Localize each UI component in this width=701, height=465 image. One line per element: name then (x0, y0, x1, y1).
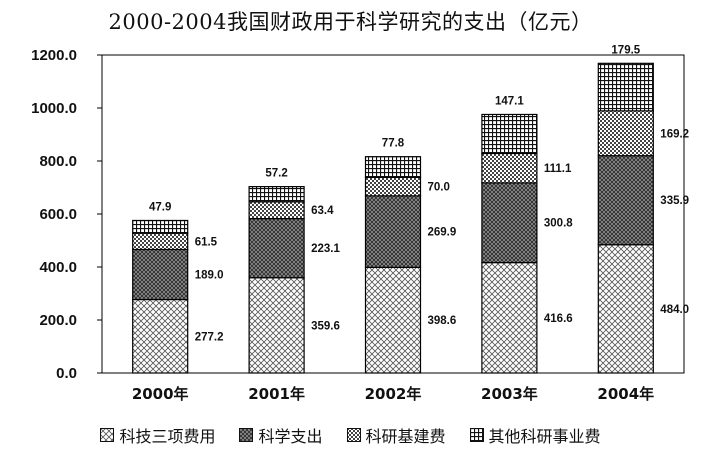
bar-segment (248, 277, 305, 374)
bar-segment (481, 262, 538, 374)
y-tick-label: 400.0 (39, 259, 77, 276)
data-label: 111.1 (544, 163, 572, 175)
bar-segment (597, 62, 654, 112)
data-label: 416.6 (544, 313, 573, 325)
legend-swatch-3 (346, 428, 361, 442)
x-tick-label: 2000年 (132, 385, 189, 403)
chart-title: 2000-2004我国财政用于科学研究的支出（亿元） (108, 10, 593, 34)
data-label: 147.1 (495, 95, 524, 107)
y-tick-label: 1200.0 (31, 47, 77, 64)
legend-swatch-4 (469, 428, 484, 442)
bar-segment (597, 244, 654, 374)
data-label: 179.5 (611, 44, 640, 56)
bar-segment (248, 217, 305, 279)
bar-segment (132, 219, 189, 234)
bar-segment (132, 232, 189, 251)
legend-label-3: 科研基建费 (365, 427, 446, 446)
x-tick-label: 2002年 (365, 385, 422, 403)
data-label: 63.4 (311, 205, 334, 217)
bar-segment (481, 113, 538, 155)
bar-segment (597, 155, 654, 246)
bar-segment (132, 248, 189, 301)
data-label: 398.6 (428, 315, 457, 327)
legend: 科技三项费用 科学支出 科研基建费 其他科研事业费 (0, 423, 701, 447)
legend-item-3: 科研基建费 (346, 423, 446, 447)
data-label: 169.2 (660, 128, 689, 140)
legend-label-1: 科技三项费用 (119, 427, 216, 446)
data-label: 189.0 (195, 269, 224, 281)
data-label: 57.2 (265, 168, 287, 180)
bar-segment (132, 298, 189, 374)
data-label: 77.8 (382, 138, 405, 150)
data-label: 335.9 (660, 195, 689, 207)
bar-segment (364, 176, 422, 197)
bar-segment (364, 195, 422, 268)
legend-item-1: 科技三项费用 (100, 423, 215, 447)
x-tick-label: 2001年 (248, 385, 305, 403)
data-label: 277.2 (195, 331, 224, 343)
bar-segment (248, 201, 305, 220)
legend-label-2: 科学支出 (258, 427, 323, 446)
bar-segment (364, 266, 422, 374)
x-tick-label: 2004年 (597, 385, 654, 403)
data-label: 223.1 (311, 243, 340, 255)
legend-item-2: 科学支出 (239, 423, 323, 447)
y-tick-label: 0.0 (56, 365, 77, 382)
legend-swatch-2 (239, 428, 254, 442)
bars-group: 277.2 189.0 61.5 47.9 359.6 223.1 63.4 57.2 398.… (132, 44, 689, 374)
legend-item-4: 其他科研事业费 (469, 423, 601, 447)
data-label: 300.8 (544, 218, 573, 230)
data-label: 359.6 (311, 320, 340, 332)
data-label: 484.0 (660, 304, 689, 316)
data-label: 70.0 (428, 182, 450, 194)
x-tick-label: 2003年 (481, 385, 538, 403)
data-label: 47.9 (149, 201, 171, 213)
data-label: 61.5 (195, 236, 218, 248)
bar-segment (597, 110, 654, 157)
x-axis: 2000年 2001年 2002年 2003年 2004年 (132, 385, 654, 403)
y-axis: 0.0 200.0 400.0 600.0 800.0 1000.0 1200.0 (31, 47, 102, 382)
bar-segment (481, 152, 538, 184)
y-tick-label: 1000.0 (31, 100, 77, 117)
legend-swatch-1 (100, 428, 115, 442)
y-tick-label: 600.0 (39, 206, 77, 223)
bar-segment (364, 156, 422, 178)
data-label: 269.9 (428, 227, 457, 239)
bar-segment (481, 182, 538, 264)
bar-segment (248, 186, 305, 203)
legend-label-4: 其他科研事业费 (488, 427, 601, 446)
y-tick-label: 200.0 (39, 312, 77, 329)
y-tick-label: 800.0 (39, 153, 77, 170)
